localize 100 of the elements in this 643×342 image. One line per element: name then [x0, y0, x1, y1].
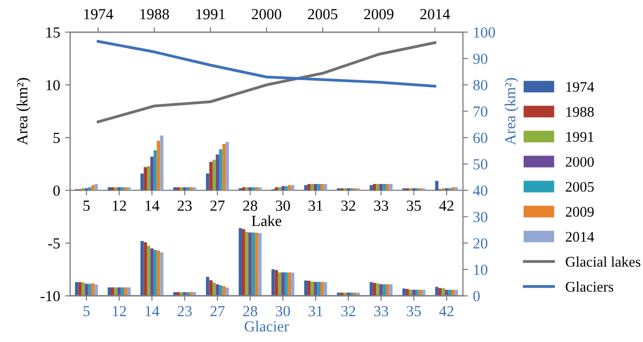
y-tick-label: 5: [54, 132, 60, 144]
bar: [111, 187, 114, 190]
line-series: [96, 40, 436, 88]
bar: [150, 156, 154, 190]
y-tick-label: -5: [48, 238, 60, 249]
bar: [154, 150, 157, 190]
bar: [320, 282, 324, 296]
bar: [255, 187, 258, 190]
bar: [156, 140, 160, 190]
bar: [252, 232, 256, 296]
bar: [291, 185, 294, 190]
bar: [274, 187, 278, 190]
bar: [75, 282, 78, 296]
bar: [144, 167, 148, 190]
x-tick-label: 42: [439, 200, 454, 211]
legend-label: 1988: [566, 107, 594, 117]
x-tick-label: 42: [439, 306, 454, 316]
x-tick-label: 35: [406, 200, 421, 211]
x-tick-label: 35: [406, 306, 421, 316]
legend-label: 1974: [566, 82, 594, 92]
bar: [245, 187, 249, 190]
bar: [226, 142, 229, 190]
x-tick-label: 2005: [308, 9, 338, 20]
bar: [340, 292, 344, 296]
bar: [382, 284, 386, 296]
bar: [382, 184, 386, 190]
bar: [84, 284, 88, 296]
bar: [206, 173, 210, 190]
bar: [183, 292, 186, 296]
y-axis-title: Area (km²): [16, 78, 31, 145]
bar: [88, 284, 92, 296]
x-tick-label: 1974: [84, 9, 114, 20]
bar: [212, 160, 216, 190]
bar: [245, 232, 249, 296]
bar: [190, 187, 193, 190]
bar: [435, 286, 438, 296]
x-tick-label: 31: [308, 200, 322, 211]
bar: [147, 166, 150, 190]
bar: [147, 246, 150, 296]
bar: [376, 283, 380, 296]
bar: [183, 187, 186, 190]
y2-axis-title: Area (km²): [504, 78, 518, 145]
y-tick-label: 10: [46, 80, 60, 90]
bar: [274, 270, 278, 296]
bar: [219, 285, 222, 296]
bar: [284, 186, 288, 190]
bar: [386, 184, 390, 190]
bar: [124, 187, 128, 190]
x-tick-label: 5: [84, 200, 90, 211]
bar: [94, 184, 98, 190]
bar: [281, 272, 285, 296]
x-tick-label: 33: [374, 306, 388, 316]
bar: [176, 292, 180, 296]
bar: [389, 284, 393, 296]
bar: [118, 187, 121, 190]
x-tick-label: 30: [276, 306, 290, 316]
bar: [94, 284, 98, 296]
x-tick-label: 28: [243, 306, 258, 316]
bar: [278, 272, 282, 296]
bar: [284, 272, 288, 296]
bar: [370, 282, 373, 296]
bar: [160, 136, 164, 190]
bar: [271, 269, 275, 296]
bar: [78, 282, 82, 296]
bar: [154, 250, 157, 296]
bar: [222, 144, 226, 190]
bar: [216, 154, 220, 190]
x-tick-label: 1988: [140, 9, 169, 20]
x-tick-label: 28: [243, 200, 258, 211]
bar: [176, 187, 180, 190]
y2-tick-label: 100: [474, 27, 496, 38]
y2-tick-label: 70: [474, 106, 488, 117]
bar: [356, 292, 360, 296]
x-tick-label: 2000: [252, 9, 282, 20]
bar: [438, 288, 442, 296]
y2-tick-label: 40: [472, 186, 488, 196]
x-tick-label: 23: [178, 306, 192, 316]
legend-label: 2000: [566, 156, 594, 167]
x-axis-title: Glacier: [244, 320, 289, 332]
bar: [452, 187, 455, 190]
bar: [291, 272, 294, 296]
bar: [314, 184, 318, 190]
y-tick-label: 15: [46, 27, 60, 38]
bar: [379, 284, 383, 296]
bar: [452, 290, 455, 296]
x-tick-label: 33: [374, 200, 388, 211]
x-tick-label: 1991: [196, 9, 225, 20]
y-tick-label: -10: [40, 290, 60, 302]
x-tick-label: 32: [341, 306, 356, 316]
bar: [144, 242, 148, 296]
bar: [304, 185, 308, 190]
bar: [111, 287, 114, 296]
bar: [288, 272, 292, 296]
y2-tick-label: 90: [473, 54, 488, 64]
x-tick-label: 14: [146, 200, 160, 211]
legend-label: 2014: [566, 232, 594, 242]
y2-tick-label: 30: [473, 212, 488, 222]
bar: [412, 290, 416, 296]
legend-label: 2005: [566, 182, 594, 192]
bar: [448, 290, 452, 296]
